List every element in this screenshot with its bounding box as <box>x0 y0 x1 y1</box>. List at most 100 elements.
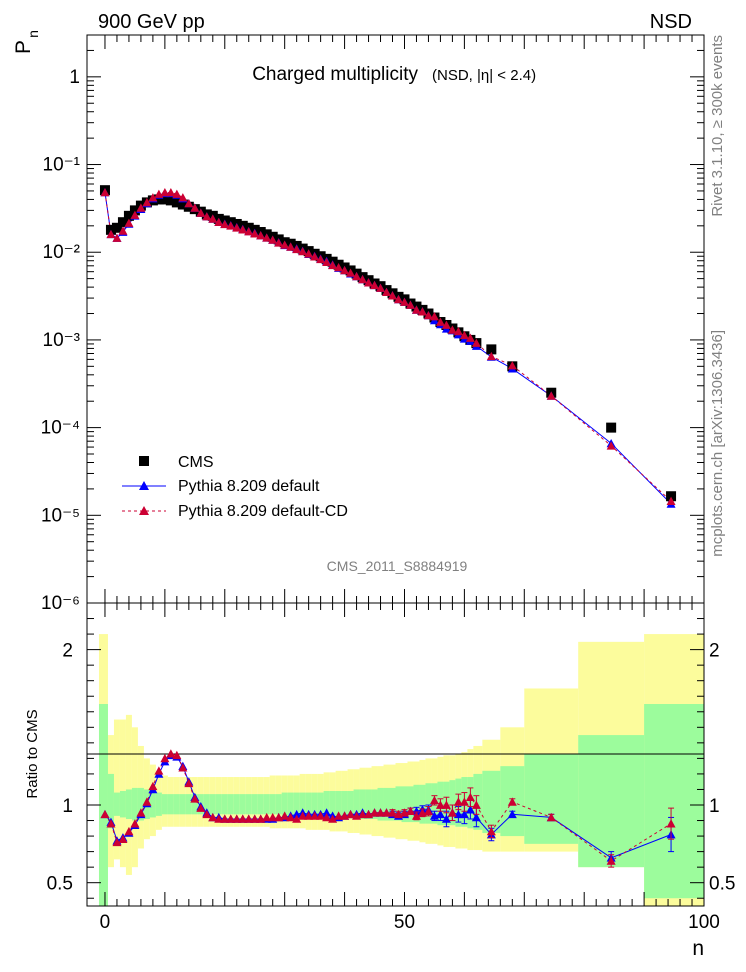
ratio-band-inner <box>287 792 294 816</box>
ratio-band-inner <box>149 791 156 818</box>
ratio-point-pythia-cd <box>310 811 320 820</box>
ratio-point-pythia-default <box>507 809 517 819</box>
ratio-plot-frame <box>86 602 705 907</box>
pythia-cd-point <box>208 214 218 223</box>
cms-data-point <box>159 194 170 205</box>
ratio-point-pythia-cd <box>250 814 260 823</box>
cms-data-point <box>123 210 134 221</box>
pythia-cd-point <box>238 225 248 234</box>
ratio-band-inner <box>221 794 228 815</box>
pythia-cd-point <box>417 307 427 316</box>
ratio-band-inner <box>449 780 456 826</box>
ratio-point-pythia-cd <box>208 812 218 822</box>
pythia-cd-point <box>411 305 421 314</box>
ratio-point-pythia-cd <box>214 814 224 823</box>
main-y-tick-label: 10⁻⁶ <box>41 593 80 614</box>
cms-data-point <box>129 205 140 216</box>
ratio-band-inner <box>377 787 384 821</box>
pythia-cd-point <box>486 351 496 361</box>
ratio-band-inner <box>167 794 174 815</box>
pythia-cd-point <box>298 246 308 256</box>
ratio-y-tick-label-left: 0.5 <box>47 874 73 895</box>
ratio-point-pythia-default <box>471 812 481 822</box>
pythia-cd-point <box>370 280 380 290</box>
cms-data-point <box>165 195 176 206</box>
ratio-point-pythia-cd <box>130 819 140 828</box>
pythia-cd-point <box>388 291 398 300</box>
pythia-cd-point <box>160 187 170 197</box>
main-y-tick-label: 10⁻³ <box>43 330 81 351</box>
ratio-band-inner <box>281 792 288 816</box>
pythia-cd-point <box>352 271 362 281</box>
pythia-cd-point <box>429 311 439 321</box>
pythia-cd-point <box>399 297 409 306</box>
ratio-band-inner <box>113 792 120 816</box>
ratio-band-inner <box>155 792 162 816</box>
ratio-point-pythia-cd <box>465 792 475 802</box>
pythia-cd-point <box>340 265 350 275</box>
x-axis-label: n <box>692 937 704 960</box>
ratio-point-pythia-cd <box>292 814 302 823</box>
main-y-tick-label: 10⁻⁴ <box>41 418 80 439</box>
ratio-band-inner <box>413 784 420 823</box>
ratio-point-pythia-cd <box>435 800 445 809</box>
ratio-band-inner <box>524 753 579 844</box>
ratio-y-tick-label-left: 1 <box>62 796 73 817</box>
ratio-point-pythia-cd <box>112 837 122 847</box>
legend-label-cms: CMS <box>178 454 214 471</box>
ratio-band-inner <box>305 792 312 816</box>
ratio-point-pythia-cd <box>666 819 676 828</box>
ratio-point-pythia-cd <box>358 809 368 819</box>
ratio-band-inner <box>482 770 501 833</box>
ratio-band-inner <box>383 787 390 821</box>
ratio-band-inner <box>245 794 252 815</box>
ratio-point-pythia-default <box>441 814 451 823</box>
legend-marker-pythia-default <box>139 481 149 490</box>
ratio-band-outer <box>113 719 120 860</box>
pythia-cd-point <box>334 262 344 272</box>
legend-label-pythia-cd: Pythia 8.209 default-CD <box>178 503 348 520</box>
pythia-cd-point <box>465 333 475 342</box>
ratio-band-inner <box>125 789 132 819</box>
header-left-title: 900 GeV pp <box>98 11 205 33</box>
x-tick-label: 100 <box>688 912 720 933</box>
pythia-cd-point <box>364 278 374 287</box>
cms-data-point <box>606 422 617 433</box>
pythia-cd-point <box>606 441 616 450</box>
y-axis-label-subscript: n <box>25 30 41 38</box>
pythia-cd-point <box>268 235 278 244</box>
ratio-point-pythia-cd <box>429 795 439 805</box>
ratio-point-pythia-cd <box>148 781 158 791</box>
ratio-point-pythia-cd <box>447 808 457 817</box>
pythia-cd-point <box>250 229 260 238</box>
pythia-cd-point <box>202 212 212 221</box>
pythia-cd-point <box>393 294 403 304</box>
ratio-y-axis-label: Ratio to CMS <box>24 709 41 798</box>
ratio-y-tick-label-left: 2 <box>62 641 73 662</box>
x-tick-label: 50 <box>394 912 415 933</box>
ratio-band-inner <box>395 786 402 821</box>
ratio-point-pythia-cd <box>106 819 116 828</box>
main-plot-panel: 1 10⁻¹ 10⁻² 10⁻³ 10⁻⁴ 10⁻⁵ 10⁻⁶ Charged multip… <box>12 30 705 614</box>
ratio-point-pythia-cd <box>334 811 344 820</box>
pythia-cd-point <box>666 496 676 505</box>
pythia-cd-point <box>178 193 188 202</box>
mcplots-reference-text: mcplots.cern.ch [arXiv:1306.3436] <box>709 330 726 557</box>
pythia-cd-point <box>358 274 368 284</box>
ratio-band-inner <box>275 794 282 815</box>
pythia-cd-point <box>106 229 116 239</box>
ratio-band-inner <box>389 787 396 821</box>
ratio-point-pythia-default <box>435 809 445 819</box>
ratio-band-inner <box>293 792 300 816</box>
ratio-band-inner <box>644 704 704 899</box>
pythia-cd-point <box>190 203 200 212</box>
ratio-band-inner <box>347 791 354 818</box>
pythia-cd-point <box>304 249 314 258</box>
ratio-band-inner <box>209 794 216 815</box>
pythia-cd-point <box>376 283 386 292</box>
pythia-cd-point <box>220 219 230 229</box>
ratio-band-inner <box>251 794 258 815</box>
ratio-band-inner <box>407 786 414 823</box>
cms-data-point <box>117 217 128 228</box>
ratio-point-pythia-cd <box>304 811 314 820</box>
